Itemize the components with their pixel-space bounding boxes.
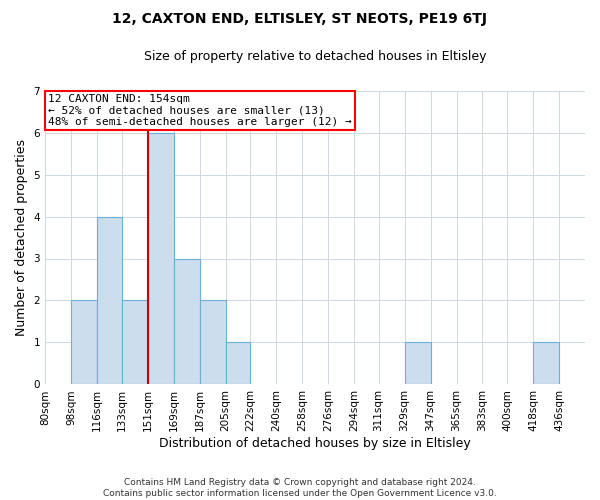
Bar <box>148 132 173 384</box>
Bar <box>122 300 148 384</box>
Bar <box>200 300 226 384</box>
Text: 12 CAXTON END: 154sqm
← 52% of detached houses are smaller (13)
48% of semi-deta: 12 CAXTON END: 154sqm ← 52% of detached … <box>48 94 352 127</box>
Bar <box>97 216 122 384</box>
Bar <box>226 342 250 384</box>
Text: Contains HM Land Registry data © Crown copyright and database right 2024.
Contai: Contains HM Land Registry data © Crown c… <box>103 478 497 498</box>
X-axis label: Distribution of detached houses by size in Eltisley: Distribution of detached houses by size … <box>159 437 471 450</box>
Bar <box>533 342 559 384</box>
Title: Size of property relative to detached houses in Eltisley: Size of property relative to detached ho… <box>144 50 486 63</box>
Y-axis label: Number of detached properties: Number of detached properties <box>15 139 28 336</box>
Text: 12, CAXTON END, ELTISLEY, ST NEOTS, PE19 6TJ: 12, CAXTON END, ELTISLEY, ST NEOTS, PE19… <box>113 12 487 26</box>
Bar <box>173 258 200 384</box>
Bar <box>71 300 97 384</box>
Bar <box>404 342 431 384</box>
